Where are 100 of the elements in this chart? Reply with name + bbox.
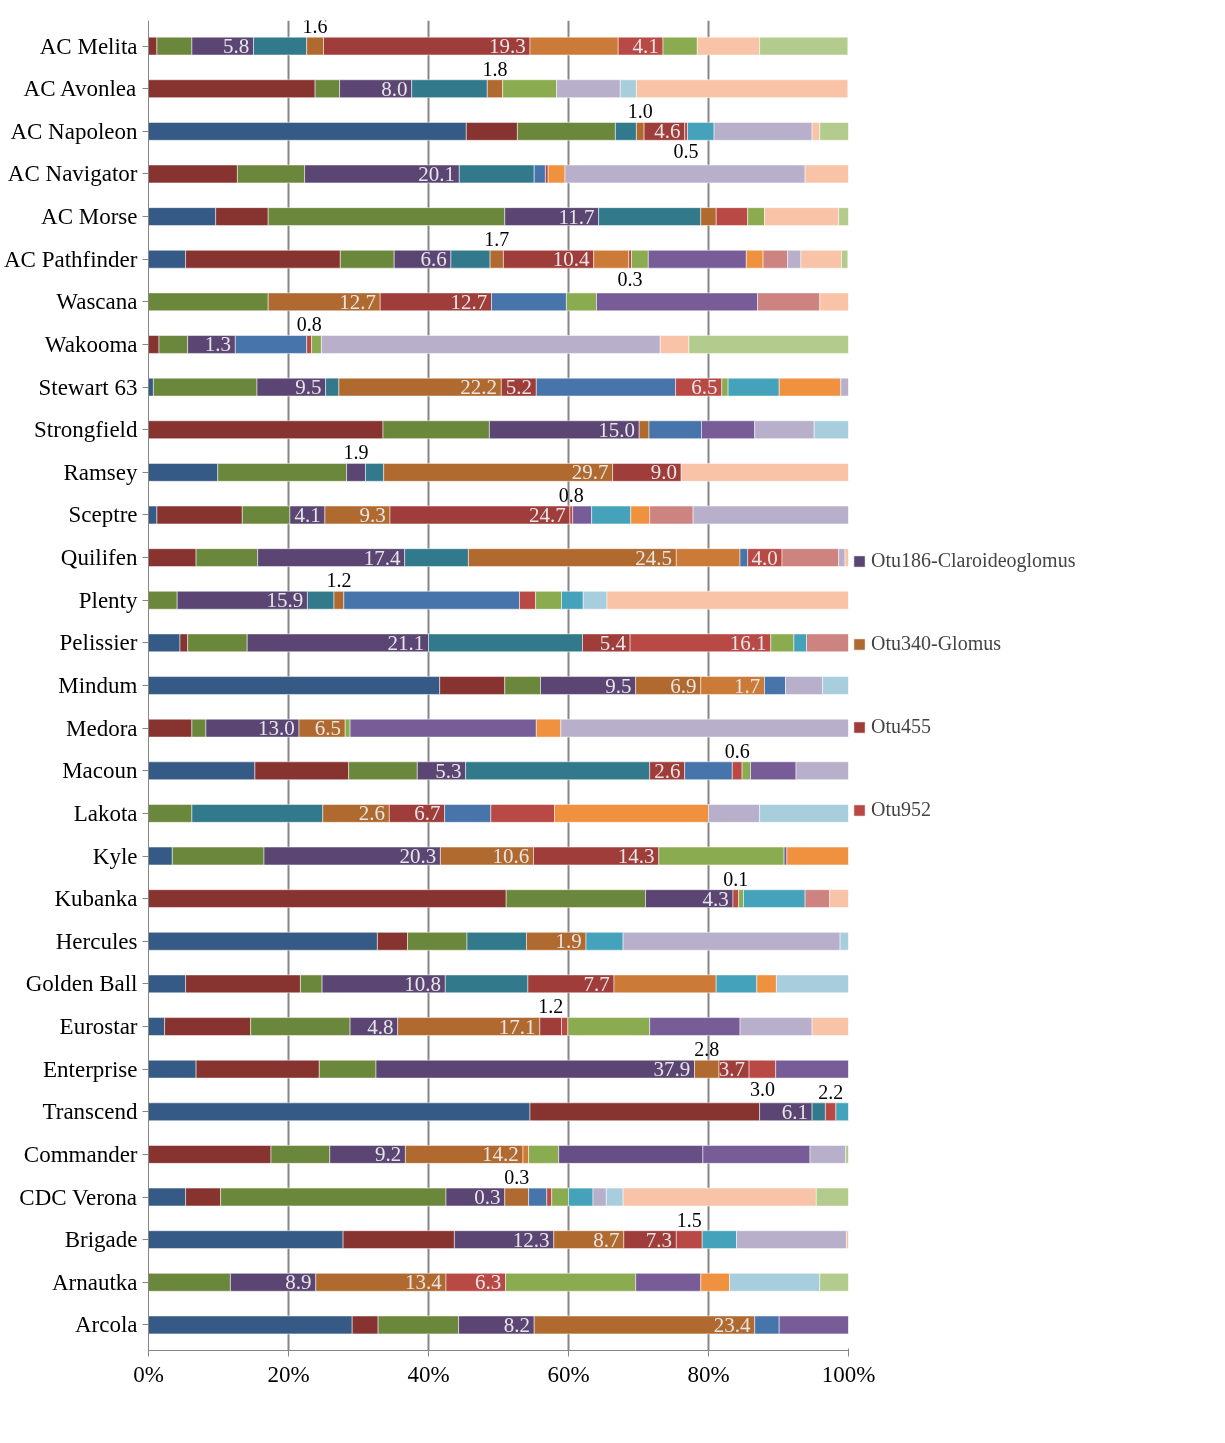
annotation: 4.0 xyxy=(751,545,778,570)
x-tick-label: 40% xyxy=(407,1361,450,1387)
annotation: 19.3 xyxy=(489,34,526,59)
y-tick-label: Kubanka xyxy=(54,886,138,912)
legend-label: Otu186-Claroideoglomus xyxy=(871,549,1076,572)
annotation: 14.2 xyxy=(482,1142,519,1167)
annotation: 1.3 xyxy=(204,332,232,357)
annotation: 15.9 xyxy=(266,588,304,613)
annotation: 10.6 xyxy=(492,844,530,869)
annotation: 3.0 xyxy=(749,1078,775,1101)
annotation: 20.3 xyxy=(399,844,437,869)
annotation: 1.7 xyxy=(734,673,761,698)
y-tick-label: Arcola xyxy=(74,1312,138,1338)
y-tick-label: AC Pathfinder xyxy=(3,246,138,272)
y-tick-label: Arnautka xyxy=(51,1269,138,1295)
annotation: 8.0 xyxy=(381,76,408,101)
legend-label: Otu340-Glomus xyxy=(871,632,1001,655)
x-tick-label: 80% xyxy=(687,1361,730,1387)
annotation: 8.9 xyxy=(285,1270,312,1295)
y-tick-label: Golden Ball xyxy=(25,971,138,997)
annotation: 1.0 xyxy=(627,100,653,123)
annotation: 12.7 xyxy=(339,289,376,314)
annotation: 6.5 xyxy=(691,375,718,400)
y-tick-label: Brigade xyxy=(64,1227,138,1253)
annotation: 11.7 xyxy=(558,204,595,229)
annotation: 1.9 xyxy=(555,929,582,954)
annotation: 5.2 xyxy=(505,375,533,400)
annotation: 0.3 xyxy=(617,268,643,291)
annotation: 17.1 xyxy=(498,1014,536,1039)
annotation: 5.3 xyxy=(435,758,462,783)
annotation: 4.1 xyxy=(632,34,659,59)
annotation: 5.4 xyxy=(599,630,627,655)
annotation: 0.3 xyxy=(504,1166,530,1188)
annotation: 21.1 xyxy=(387,630,425,655)
y-tick-label: Mindum xyxy=(58,673,138,698)
y-tick-label: Lakota xyxy=(73,800,138,826)
annotation: 6.5 xyxy=(314,716,341,741)
annotation: 4.8 xyxy=(367,1014,394,1039)
y-tick-label: Wascana xyxy=(56,289,138,315)
annotation: 1.2 xyxy=(326,569,352,592)
annotation: 13.4 xyxy=(405,1270,443,1295)
annotation: 16.1 xyxy=(729,630,767,655)
annotation: 2.6 xyxy=(358,801,386,826)
x-tick-label: 60% xyxy=(547,1361,590,1387)
annotation: 6.6 xyxy=(420,247,447,272)
annotation: 9.5 xyxy=(605,673,632,698)
annotation: 9.2 xyxy=(374,1142,402,1167)
annotation: 2.8 xyxy=(694,1038,720,1061)
y-tick-label: AC Navigator xyxy=(7,161,138,187)
annotation: 14.3 xyxy=(617,844,655,869)
annotation: 1.5 xyxy=(676,1208,702,1231)
annotation: 7.7 xyxy=(583,971,610,996)
y-tick-label: Wakooma xyxy=(44,331,138,357)
annotation: 7.3 xyxy=(645,1227,673,1252)
annotation: 4.1 xyxy=(294,502,321,527)
annotation: 8.7 xyxy=(593,1227,620,1252)
y-tick-label: Medora xyxy=(65,715,138,741)
annotation: 29.7 xyxy=(571,460,609,485)
y-tick-label: Enterprise xyxy=(42,1056,138,1082)
annotation: 15.0 xyxy=(598,417,635,442)
y-tick-label: Hercules xyxy=(55,928,138,954)
annotation: 0.3 xyxy=(474,1185,501,1210)
annotation: 0.6 xyxy=(724,739,750,762)
annotation: 6.7 xyxy=(414,801,441,826)
y-tick-label: Strongfield xyxy=(34,417,138,443)
x-tick-label: 20% xyxy=(267,1361,310,1387)
bar xyxy=(786,846,849,866)
y-tick-label: AC Avonlea xyxy=(23,76,137,102)
annotation: 1.7 xyxy=(484,228,510,251)
legend-label: Otu952 xyxy=(871,798,931,821)
annotation: 6.3 xyxy=(475,1270,502,1295)
annotation: 2.2 xyxy=(818,1080,844,1103)
annotation: 17.4 xyxy=(363,545,401,570)
legend-label: Otu455 xyxy=(871,715,931,738)
annotation: 6.1 xyxy=(781,1099,808,1124)
y-tick-label: Eurostar xyxy=(59,1014,138,1040)
annotation: 10.8 xyxy=(404,971,442,996)
annotation: 12.3 xyxy=(512,1227,550,1252)
annotation: 24.5 xyxy=(635,545,673,570)
y-tick-label: Kyle xyxy=(92,843,138,869)
annotation: 5.8 xyxy=(223,34,250,59)
annotation: 20.1 xyxy=(418,161,456,186)
annotation: 22.2 xyxy=(460,375,498,400)
annotation: 9.3 xyxy=(359,502,386,527)
y-tick-label: Plenty xyxy=(78,587,138,613)
y-tick-label: Pelissier xyxy=(59,630,138,656)
annotation: 8.2 xyxy=(503,1312,530,1337)
x-tick-label: 0% xyxy=(133,1361,164,1387)
annotation: 2.6 xyxy=(654,758,681,783)
annotation: 37.9 xyxy=(653,1057,691,1082)
y-tick-label: CDC Verona xyxy=(19,1184,138,1210)
y-tick-label: AC Melita xyxy=(39,33,138,59)
annotation: 1.2 xyxy=(538,995,564,1018)
y-tick-label: Sceptre xyxy=(68,502,138,528)
annotation: 13.0 xyxy=(258,716,295,741)
annotation: 23.4 xyxy=(713,1312,751,1337)
y-tick-label: Commander xyxy=(23,1141,138,1167)
annotation: 12.7 xyxy=(450,289,488,314)
y-tick-label: Transcend xyxy=(42,1099,138,1125)
annotation: 9.5 xyxy=(295,375,322,400)
